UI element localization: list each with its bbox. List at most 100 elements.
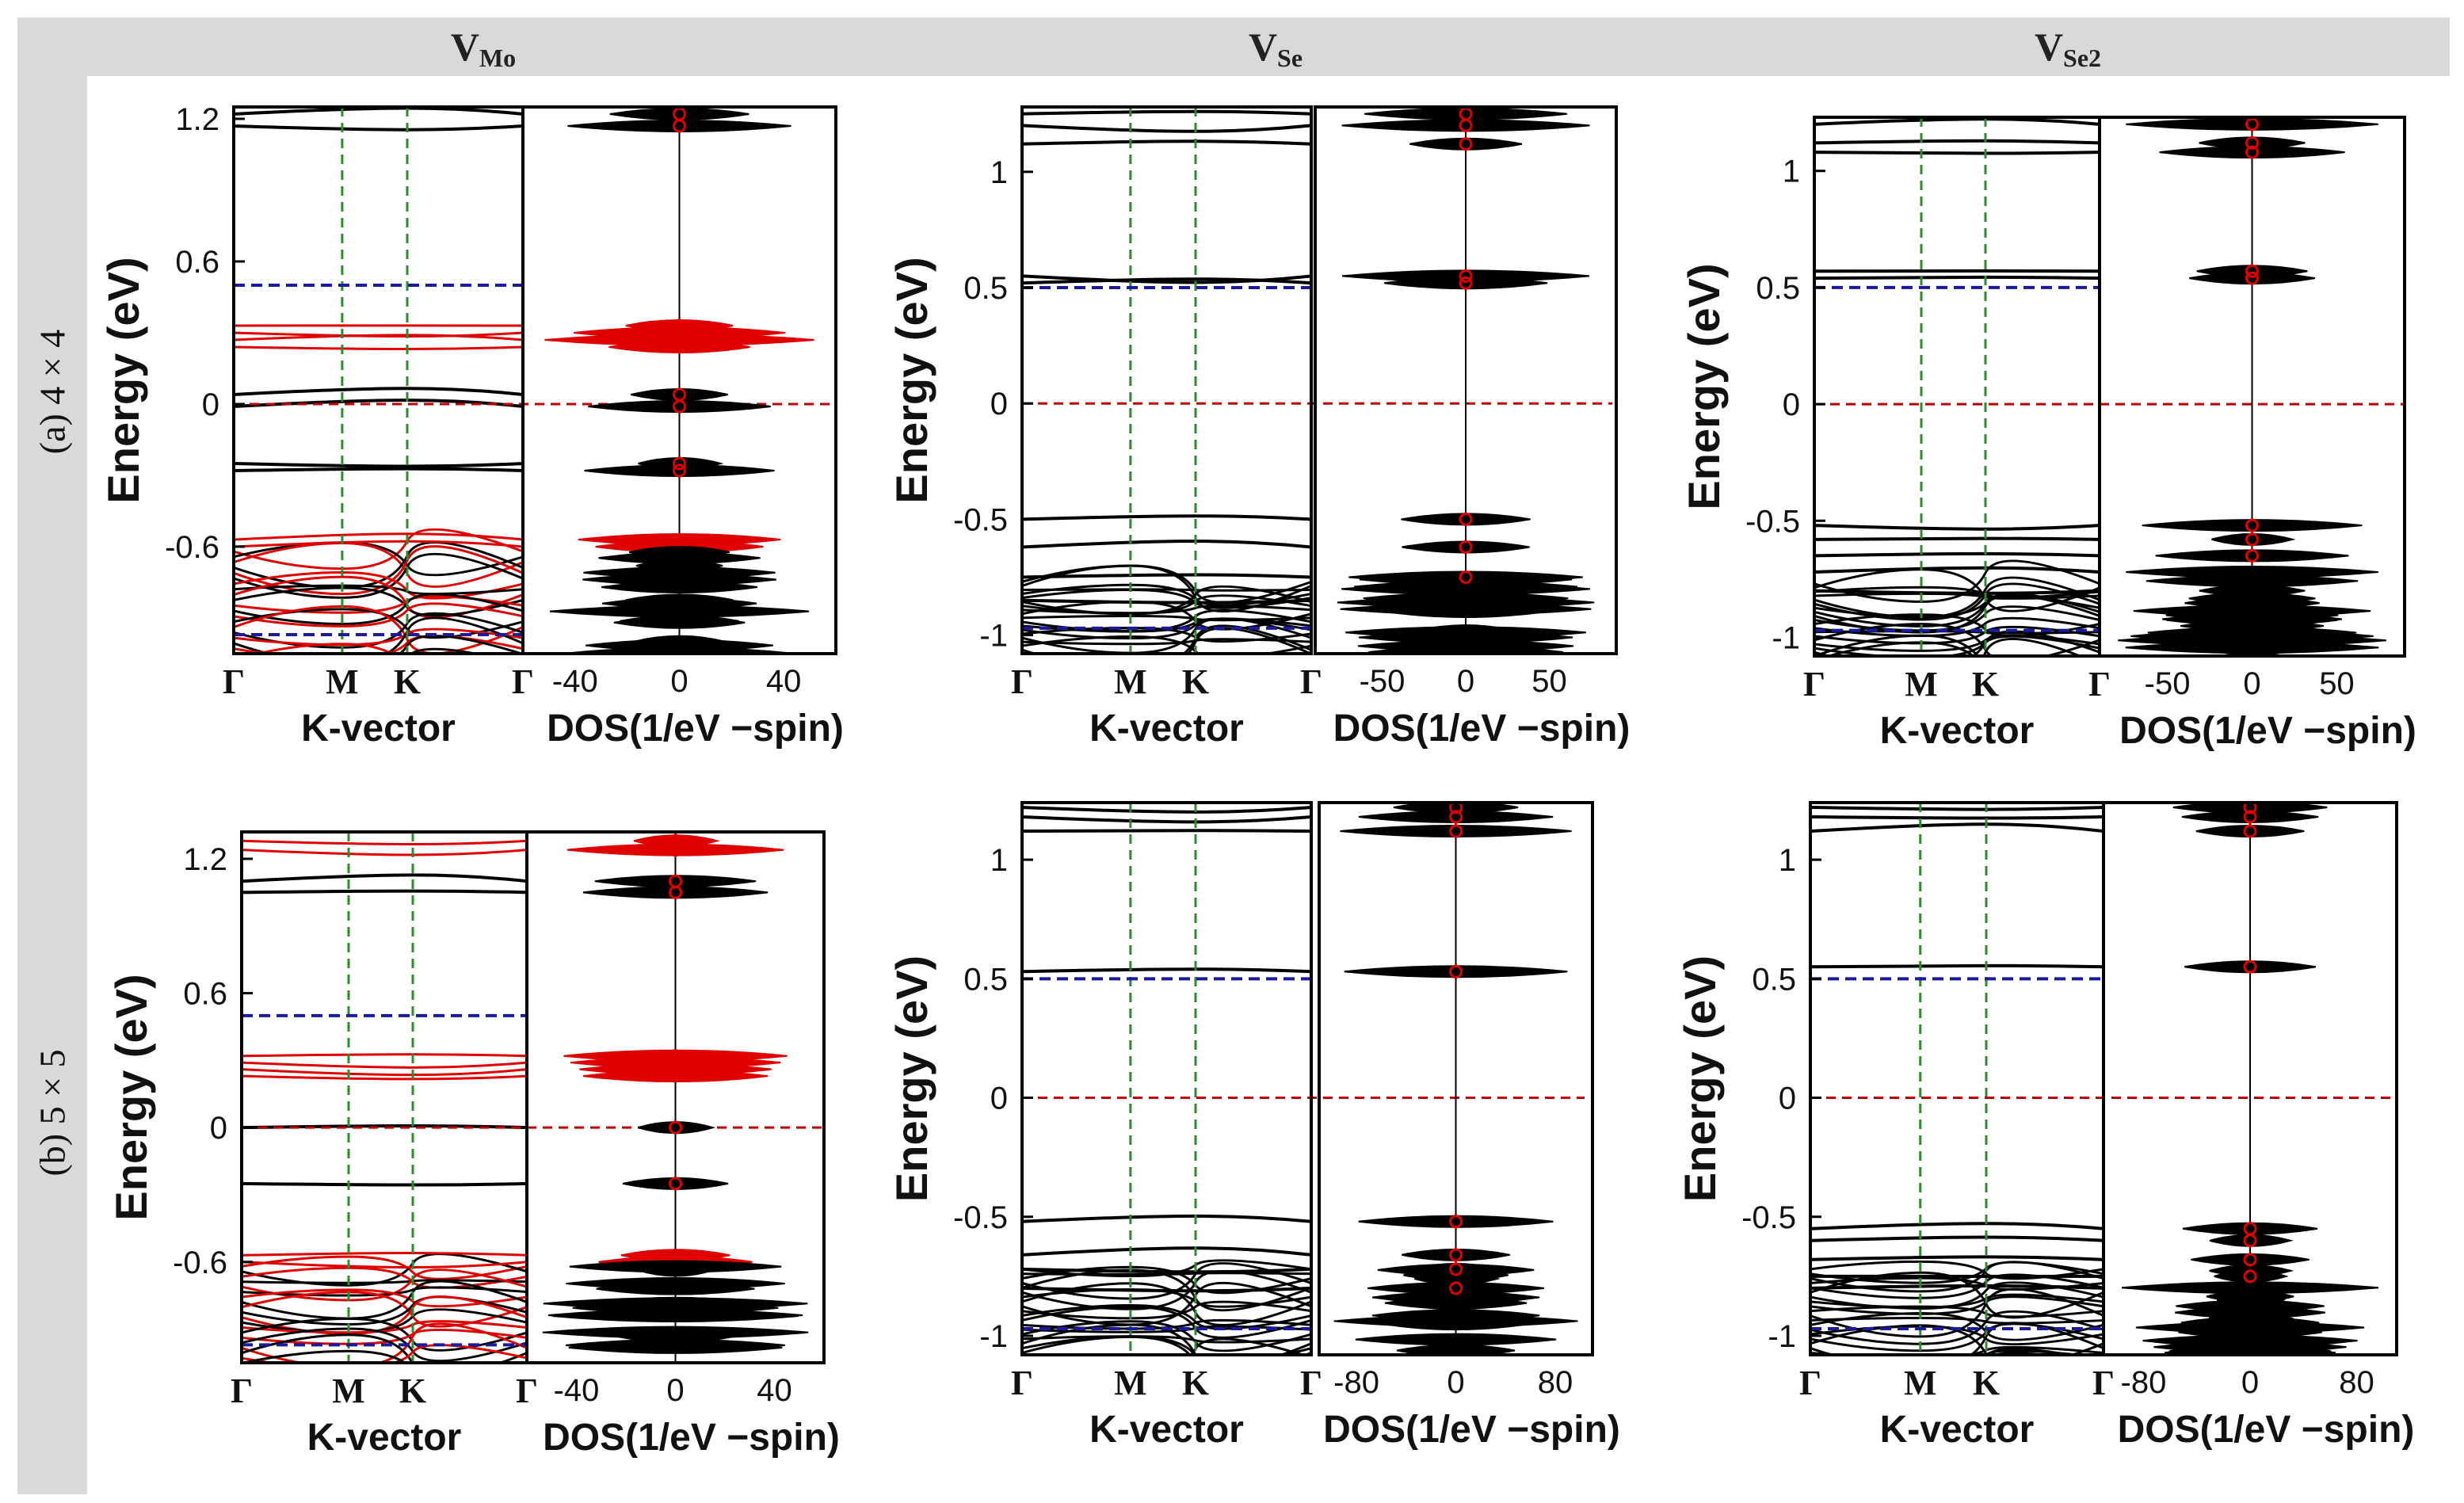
dos-spin-marker: [2243, 810, 2257, 824]
band-x-axis-label: K-vector: [1089, 708, 1244, 750]
valence-band: [1022, 588, 1312, 609]
dos-peak: [638, 1121, 716, 1135]
y-tick-label: 0: [990, 1081, 1008, 1116]
valence-band: [1810, 1293, 2104, 1309]
valence-band: [252, 643, 394, 654]
valence-band: [234, 541, 524, 589]
kpoint-label: Γ: [1803, 665, 1825, 704]
dos-peak: [582, 1070, 769, 1083]
band-frame: [1020, 801, 1313, 1356]
valence-band: [1810, 1287, 2104, 1338]
dos-peak: [1396, 1344, 1516, 1355]
valence-band: [242, 1308, 528, 1334]
band-line: [234, 124, 524, 132]
band-line-red: [242, 1061, 528, 1069]
band-line: [1022, 829, 1312, 834]
dos-x-axis-label: DOS(1/eV −spin): [2119, 710, 2416, 752]
dos-spin-marker: [1459, 137, 1473, 151]
band-line-red: [242, 849, 528, 856]
band-line: [1810, 806, 2104, 811]
dos-peak: [601, 1296, 750, 1310]
band-panel-VMo-5x5: -0.6 0 0.6 1.2 Γ M K Γ -40 0 40 K-vector DOS(1/eV −s…: [106, 830, 840, 1459]
y-axis-label: Energy (eV): [1679, 263, 1729, 509]
plot-area-VSe2-5x5: [1810, 803, 2397, 1355]
valence-band: [1810, 1312, 2104, 1341]
dos-spin-marker: [1449, 1248, 1463, 1262]
dos-spin-marker: [1449, 964, 1463, 978]
band-line: [1022, 573, 1312, 579]
band-line: [242, 889, 528, 895]
kpoint-label: Γ: [2092, 1364, 2115, 1402]
valence-band: [1022, 617, 1312, 654]
y-tick-label: 0.5: [963, 271, 1008, 306]
valence-band: [1810, 1260, 2104, 1280]
y-axis-label: Energy (eV): [98, 257, 148, 503]
dos-tick-label: -40: [554, 1373, 600, 1408]
dos-tick-label: 50: [2319, 666, 2355, 701]
dos-tick-label: -80: [1333, 1365, 1379, 1400]
valence-band: [234, 602, 524, 628]
dos-frame: [521, 105, 837, 655]
dos-tick-label: 0: [1447, 1365, 1464, 1400]
dos-peak: [601, 581, 758, 594]
dos-spin-marker: [673, 463, 686, 478]
dos-spin-marker: [2243, 1253, 2257, 1267]
y-tick-label: -0.6: [173, 1246, 227, 1280]
dos-tick-label: -50: [2145, 666, 2191, 701]
y-axis-label: Energy (eV): [887, 956, 936, 1202]
band-line-red: [242, 839, 528, 845]
dos-spin-marker: [2245, 518, 2259, 532]
dos-peak: [1406, 1295, 1506, 1308]
dos-spin-marker: [669, 1049, 682, 1063]
dos-spin-marker: [2245, 135, 2259, 150]
valence-band: [1992, 1352, 2050, 1355]
y-tick-label: 1.2: [175, 102, 219, 137]
y-tick-label: 0: [1779, 1081, 1796, 1116]
valence-band: [1022, 663, 1311, 667]
kpoint-label: K: [399, 1371, 426, 1410]
dos-tick-label: 40: [757, 1373, 792, 1408]
band-line-red: [242, 1252, 528, 1257]
valence-band: [1982, 1349, 2090, 1355]
dos-peak: [568, 1341, 783, 1354]
dos-tick-label: 0: [1457, 664, 1474, 699]
dos-peak: [2159, 146, 2345, 159]
band-line: [1022, 1246, 1312, 1257]
dos-peak: [582, 886, 769, 899]
band-line: [1022, 109, 1312, 116]
dos-peak: [631, 388, 728, 401]
dos-tick-label: -80: [2121, 1365, 2167, 1400]
dos-peak: [594, 875, 757, 888]
dos-peak: [566, 843, 784, 856]
band-line-red: [234, 345, 524, 350]
band-line: [1022, 514, 1312, 521]
dos-peak: [2142, 519, 2363, 532]
y-tick-label: 1.2: [183, 842, 227, 877]
dos-tick-label: 0: [2241, 1365, 2259, 1400]
dos-peak: [566, 1277, 785, 1291]
dos-peak: [2211, 532, 2296, 546]
dos-spin-marker: [1459, 540, 1473, 555]
band-x-axis-label: K-vector: [307, 1417, 462, 1459]
band-line: [1022, 815, 1312, 824]
band-line: [1810, 1255, 2104, 1261]
y-axis-label: Energy (eV): [1675, 956, 1725, 1202]
band-line: [1810, 1222, 2104, 1230]
valence-band: [1022, 615, 1312, 622]
dos-peak: [2121, 1281, 2379, 1295]
dos-peak: [2162, 612, 2342, 626]
kpoint-label: Γ: [516, 1371, 538, 1410]
dos-spin-marker: [2243, 959, 2257, 974]
dos-peak: [613, 616, 746, 629]
valence-band: [242, 1266, 528, 1289]
dos-spin-marker: [2243, 1234, 2257, 1248]
dos-peak: [2184, 960, 2317, 974]
y-tick-label: 0: [1783, 387, 1800, 422]
band-line: [1022, 1214, 1312, 1223]
dos-spin-marker: [673, 326, 686, 340]
band-panel-VSe-4x4: -1 -0.5 0 0.5 1 Γ M K Γ -50 0 50 K-vector DOS(1/eV −s…: [887, 105, 1630, 750]
valence-band: [1022, 627, 1312, 654]
band-line: [1022, 277, 1312, 285]
dos-spin-marker: [669, 885, 682, 899]
